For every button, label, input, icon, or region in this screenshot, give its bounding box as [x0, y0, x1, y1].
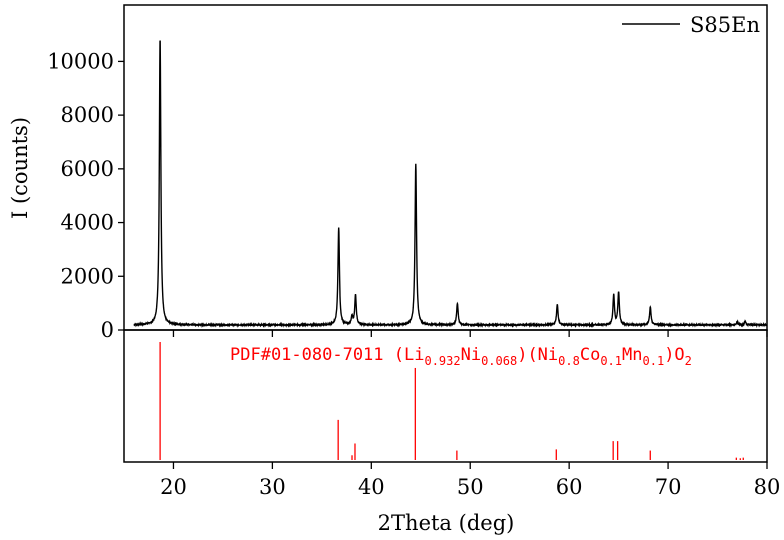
x-tick-label: 70 — [655, 475, 682, 499]
y-tick-label: 8000 — [61, 103, 114, 127]
x-tick-label: 80 — [754, 475, 781, 499]
label-text: PDF#01-080-7011 (Li — [230, 345, 424, 365]
top-panel-frame — [123, 4, 768, 331]
label-subscript: 0.932 — [424, 354, 460, 368]
label-subscript: 0.1 — [643, 354, 665, 368]
label-subscript: 0.068 — [481, 354, 517, 368]
y-tick-label: 0 — [101, 318, 114, 342]
x-tick-label: 20 — [160, 475, 187, 499]
y-tick-label: 2000 — [61, 264, 114, 288]
series-line-S85En — [133, 40, 768, 329]
x-tick-label: 30 — [259, 475, 286, 499]
label-text: )(Ni — [517, 345, 558, 365]
y-tick-label: 4000 — [61, 211, 114, 235]
bottom-panel-frame — [123, 329, 768, 463]
y-axis-label: I (counts) — [8, 117, 32, 219]
x-axis-label: 2Theta (deg) — [378, 511, 515, 535]
reference-pattern-label: PDF#01-080-7011 (Li0.932Ni0.068)(Ni0.8Co… — [230, 345, 692, 368]
label-subscript: 0.1 — [600, 354, 622, 368]
label-subscript: 2 — [685, 354, 692, 368]
label-text: )O — [664, 345, 684, 365]
label-subscript: 0.8 — [558, 354, 580, 368]
x-tick-label: 60 — [556, 475, 583, 499]
label-text: Mn — [622, 345, 642, 365]
y-tick-label: 6000 — [61, 157, 114, 181]
label-text: Ni — [461, 345, 481, 365]
y-tick-label: 10000 — [47, 49, 114, 73]
label-text: Co — [580, 345, 600, 365]
x-tick-label: 50 — [457, 475, 484, 499]
legend-label-S85En: S85En — [690, 13, 760, 37]
x-tick-label: 40 — [358, 475, 385, 499]
